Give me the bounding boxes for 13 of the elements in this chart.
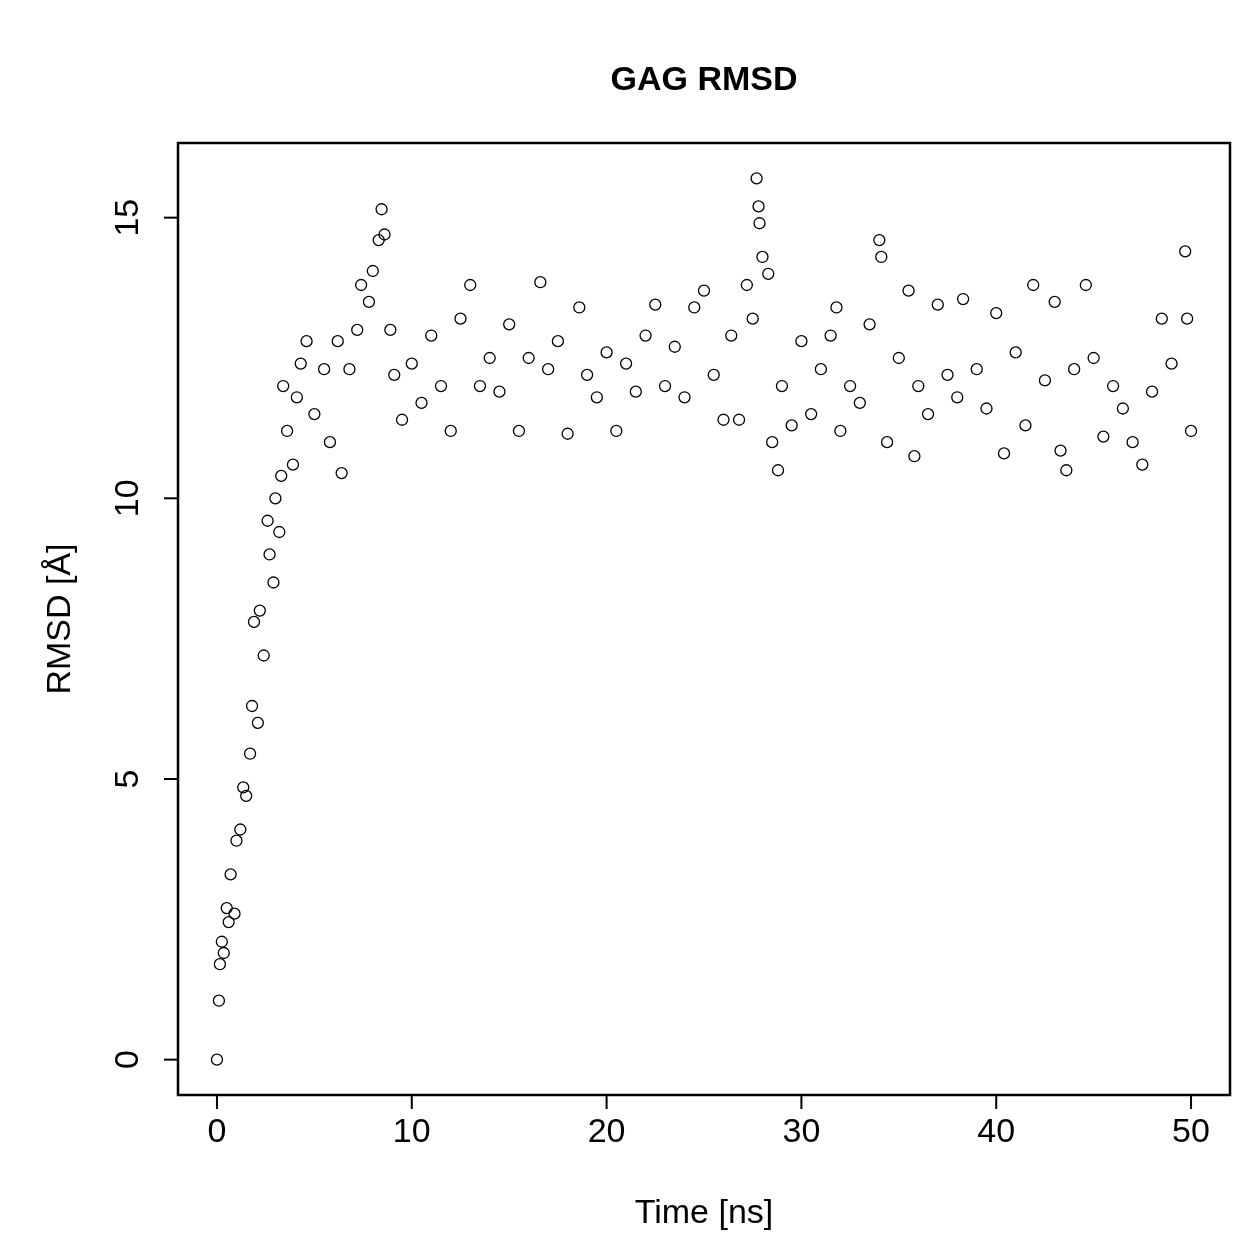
x-tick-label: 30	[782, 1111, 821, 1149]
y-tick-label: 10	[107, 479, 145, 518]
y-tick-label: 0	[107, 1050, 145, 1070]
x-tick-label: 50	[1172, 1111, 1210, 1149]
x-tick-label: 0	[207, 1111, 227, 1149]
x-tick-label: 10	[392, 1111, 431, 1149]
x-axis-title: Time [ns]	[634, 1192, 774, 1230]
x-tick-label: 40	[977, 1111, 1016, 1149]
chart-title: GAG RMSD	[610, 59, 798, 97]
y-tick-label: 15	[107, 198, 145, 237]
y-tick-label: 5	[107, 769, 145, 789]
y-axis-title: RMSD [Å]	[39, 543, 77, 695]
x-tick-label: 20	[587, 1111, 626, 1149]
